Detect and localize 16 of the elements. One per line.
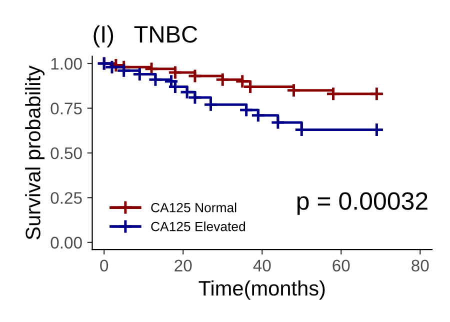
y-tick-label: 0.00	[50, 236, 82, 249]
legend-label: CA125 Normal	[151, 202, 236, 212]
y-tick-label: 0.25	[50, 192, 82, 204]
chart-title: (I) TNBC	[94, 25, 198, 48]
x-tick-label: 20	[174, 260, 192, 272]
y-tick-label: 0.75	[50, 102, 82, 114]
annotation: p = 0.00032	[297, 192, 428, 215]
x-tick-label: 80	[412, 260, 429, 272]
x-tick-label: 60	[332, 260, 350, 272]
x-axis-title: Time(months)	[198, 280, 325, 300]
y-tick-label: 1.00	[51, 58, 82, 70]
x-tick-label: 0	[100, 260, 108, 272]
y-axis-title: Survival probability	[25, 66, 45, 240]
legend-label: CA125 Elevated	[151, 222, 246, 232]
y-tick-label: 0.50	[50, 147, 82, 160]
x-tick-label: 40	[253, 260, 271, 272]
